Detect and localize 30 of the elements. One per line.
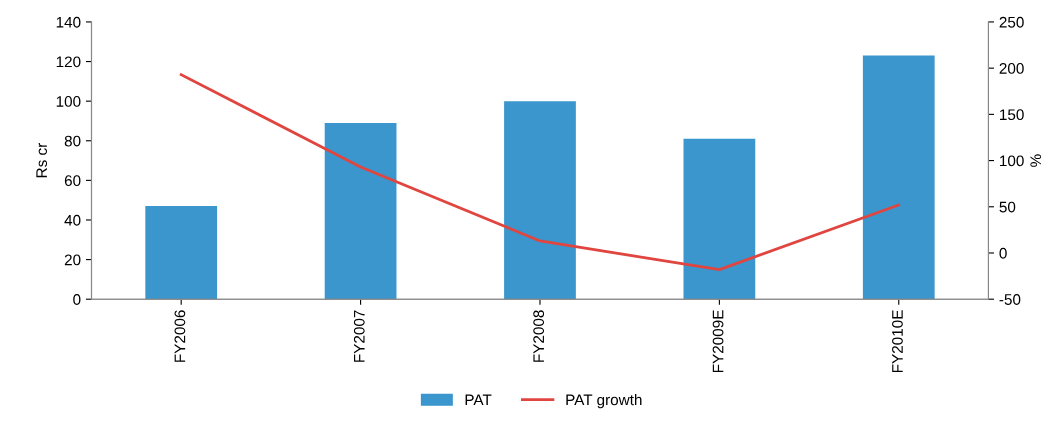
bar [862,55,935,300]
y-tick-label: 20 [64,254,81,266]
y2-tick-label: 200 [999,63,1024,74]
y-tick-label: 0 [73,294,81,305]
x-tick-label: FY2006 [174,310,186,362]
y2-tick-label: 0 [999,247,1007,259]
y2-tick-label: 100 [1000,155,1024,167]
y-tick-label: 40 [64,214,81,226]
y2-tick-label: 150 [1000,109,1024,121]
y-tick-label: 120 [56,56,81,68]
x-tick-label: FY2009E [712,310,724,373]
line-series [179,73,901,272]
y-tick-label: 140 [56,16,81,28]
y2-tick-label: 50 [999,201,1016,213]
legend-label: PAT [465,394,492,406]
bar [683,138,756,300]
y2-tick-label: -50 [999,294,1021,305]
bar [504,101,576,300]
x-tick-label: FY2010E [892,310,903,373]
y-tick-label: 60 [64,175,81,187]
y-tick-label: 80 [64,135,81,147]
legend-label: PAT growth [566,394,642,409]
y-axis-title: Rs cr [36,143,48,178]
x-tick-label: FY2007 [353,310,365,362]
bar [324,122,397,300]
bar [145,206,218,300]
x-tick-label: FY2008 [533,310,545,362]
y2-axis-title: % [1030,154,1042,167]
y-tick-label: 100 [56,96,81,107]
y2-tick-label: 250 [999,16,1024,28]
